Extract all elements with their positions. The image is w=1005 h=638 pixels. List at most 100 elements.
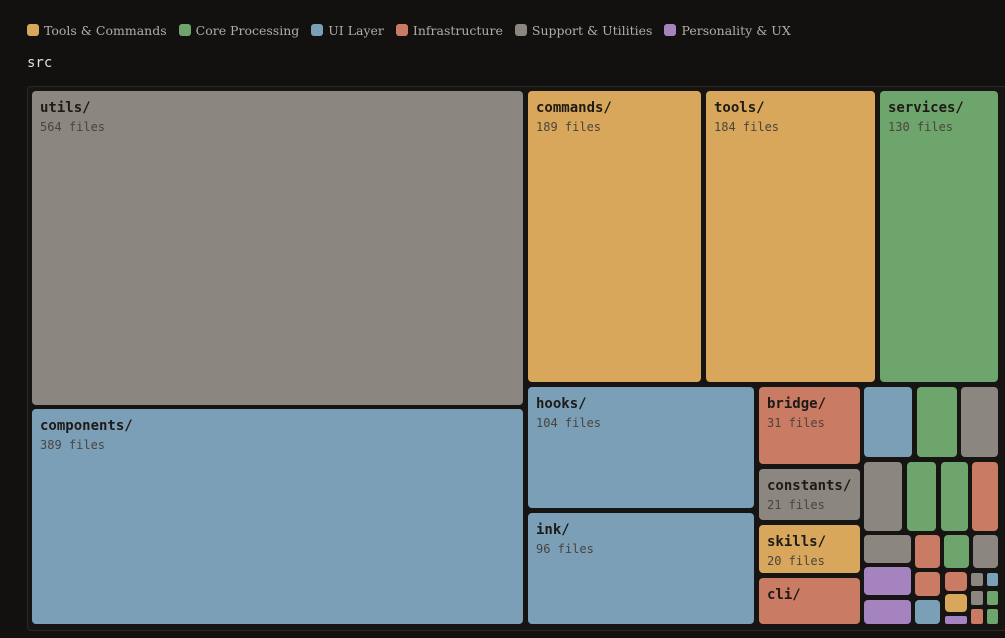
treemap-tile[interactable] bbox=[941, 462, 968, 531]
treemap-tile[interactable] bbox=[907, 462, 936, 531]
treemap-tile[interactable]: utils/564 files bbox=[32, 91, 523, 405]
tile-file-count-unit: files bbox=[558, 416, 601, 430]
tile-rect[interactable] bbox=[759, 469, 860, 520]
tile-rect[interactable] bbox=[915, 572, 940, 596]
tile-rect[interactable] bbox=[528, 513, 754, 624]
tile-rect[interactable] bbox=[864, 600, 911, 624]
treemap-tile[interactable]: components/389 files bbox=[32, 409, 523, 624]
treemap-tile[interactable] bbox=[971, 609, 983, 624]
treemap-tile[interactable]: services/130 files bbox=[880, 91, 998, 382]
tile-rect[interactable] bbox=[917, 387, 957, 457]
tile-file-count-value: 184 bbox=[714, 120, 736, 134]
tile-rect[interactable] bbox=[971, 609, 983, 624]
treemap-tile[interactable] bbox=[864, 600, 911, 624]
treemap-tile[interactable] bbox=[915, 535, 940, 568]
legend-item: Tools & Commands bbox=[27, 23, 167, 38]
treemap-tile[interactable] bbox=[945, 616, 967, 624]
tile-rect[interactable] bbox=[941, 462, 968, 531]
tile-rect[interactable] bbox=[528, 91, 701, 382]
treemap-tile[interactable] bbox=[972, 462, 998, 531]
legend-swatch bbox=[395, 24, 408, 36]
treemap-tile[interactable] bbox=[917, 387, 957, 457]
tile-rect[interactable] bbox=[759, 387, 860, 464]
treemap-tile[interactable] bbox=[987, 609, 998, 624]
tile-rect[interactable] bbox=[864, 567, 911, 595]
tile-file-count: 104 files bbox=[536, 416, 601, 430]
treemap-tile[interactable]: skills/20 files bbox=[759, 525, 860, 573]
treemap-tile[interactable]: bridge/31 files bbox=[759, 387, 860, 464]
treemap-tile[interactable] bbox=[961, 387, 998, 457]
tile-file-count: 31 files bbox=[767, 416, 825, 430]
tile-rect[interactable] bbox=[945, 594, 967, 612]
tile-rect[interactable] bbox=[907, 462, 936, 531]
tile-file-count-unit: files bbox=[62, 438, 105, 452]
tile-rect[interactable] bbox=[945, 616, 967, 624]
legend-item: UI Layer bbox=[311, 23, 384, 38]
tile-file-count: 96 files bbox=[536, 542, 594, 556]
treemap-tile[interactable] bbox=[915, 572, 940, 596]
treemap-tile[interactable] bbox=[864, 535, 911, 563]
legend-swatch bbox=[27, 24, 39, 36]
tile-rect[interactable] bbox=[528, 387, 754, 508]
tile-rect[interactable] bbox=[944, 535, 969, 568]
tile-rect[interactable] bbox=[32, 409, 523, 624]
tile-file-count-value: 104 bbox=[536, 416, 558, 430]
tile-file-count-value: 389 bbox=[40, 438, 62, 452]
tile-file-count-unit: files bbox=[62, 120, 105, 134]
tile-label: ink/ bbox=[536, 522, 570, 538]
tile-rect[interactable] bbox=[759, 578, 860, 624]
tile-file-count-unit: files bbox=[781, 416, 824, 430]
tile-rect[interactable] bbox=[864, 462, 902, 531]
treemap-tile[interactable] bbox=[915, 600, 940, 624]
tile-file-count-unit: files bbox=[558, 120, 601, 134]
tile-rect[interactable] bbox=[945, 572, 967, 591]
tile-file-count: 564 files bbox=[40, 120, 105, 134]
tile-label: services/ bbox=[888, 100, 964, 116]
tile-file-count-value: 96 bbox=[536, 542, 550, 556]
legend-label: Infrastructure bbox=[412, 22, 503, 38]
tile-rect[interactable] bbox=[961, 387, 998, 457]
tile-label: commands/ bbox=[536, 100, 612, 116]
tile-rect[interactable] bbox=[880, 91, 998, 382]
tile-rect[interactable] bbox=[864, 535, 911, 563]
treemap-tile[interactable]: tools/184 files bbox=[706, 91, 875, 382]
legend-label: Personality & UX bbox=[681, 22, 791, 38]
tile-rect[interactable] bbox=[973, 535, 998, 568]
tile-rect[interactable] bbox=[915, 535, 940, 568]
tile-file-count-unit: files bbox=[910, 120, 953, 134]
treemap-tile[interactable] bbox=[971, 591, 983, 605]
tile-label: tools/ bbox=[714, 100, 765, 116]
tile-rect[interactable] bbox=[987, 609, 998, 624]
tile-rect[interactable] bbox=[987, 573, 998, 586]
treemap-tile[interactable]: hooks/104 files bbox=[528, 387, 754, 508]
treemap-tile[interactable]: commands/189 files bbox=[528, 91, 701, 382]
treemap-tile[interactable]: cli/ bbox=[759, 578, 860, 624]
tile-file-count: 184 files bbox=[714, 120, 779, 134]
legend-swatch bbox=[514, 24, 527, 36]
treemap-tile[interactable] bbox=[945, 572, 967, 591]
treemap-tile[interactable] bbox=[944, 535, 969, 568]
tile-rect[interactable] bbox=[915, 600, 940, 624]
tile-file-count: 130 files bbox=[888, 120, 953, 134]
treemap-tile[interactable] bbox=[864, 387, 912, 457]
treemap-tile[interactable] bbox=[864, 462, 902, 531]
tile-rect[interactable] bbox=[706, 91, 875, 382]
tile-rect[interactable] bbox=[864, 387, 912, 457]
treemap-tile[interactable] bbox=[987, 591, 998, 605]
tile-rect[interactable] bbox=[971, 573, 983, 586]
tile-label: hooks/ bbox=[536, 396, 587, 412]
tile-file-count-unit: files bbox=[781, 498, 824, 512]
tile-rect[interactable] bbox=[32, 91, 523, 405]
treemap-tile[interactable] bbox=[973, 535, 998, 568]
treemap-tile[interactable]: ink/96 files bbox=[528, 513, 754, 624]
tile-rect[interactable] bbox=[987, 591, 998, 605]
treemap-tile[interactable] bbox=[971, 573, 983, 586]
treemap-tile[interactable] bbox=[945, 594, 967, 612]
treemap-tile[interactable] bbox=[987, 573, 998, 586]
treemap-tile[interactable] bbox=[864, 567, 911, 595]
tile-rect[interactable] bbox=[759, 525, 860, 573]
treemap-tile[interactable]: constants/21 files bbox=[759, 469, 860, 520]
tile-rect[interactable] bbox=[971, 591, 983, 605]
tile-rect[interactable] bbox=[972, 462, 998, 531]
